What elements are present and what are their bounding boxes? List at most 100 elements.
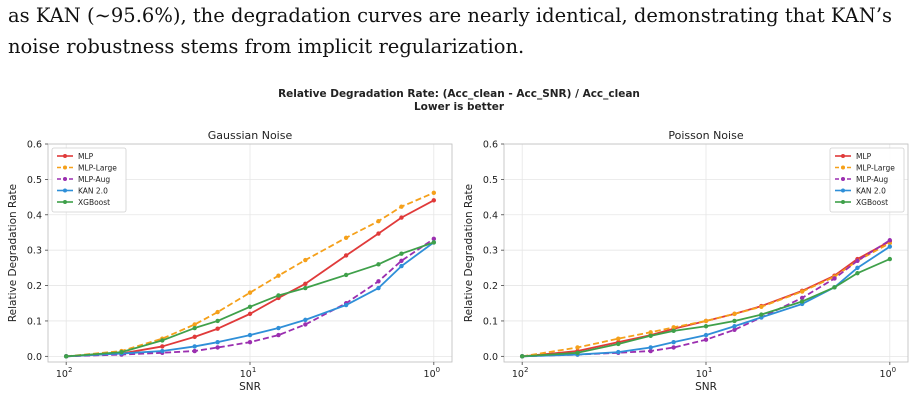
poisson-noise-legend-mlp-aug-label: MLP-Aug [856, 175, 888, 184]
gaussian-noise-mlp-large-point-4 [215, 309, 220, 315]
gaussian-noise-mlp-point-4 [215, 326, 220, 331]
gaussian-noise-mlp-large-point-7 [303, 257, 308, 263]
poisson-noise-mlp-aug-point-4 [671, 345, 676, 350]
gaussian-noise-y-tick-label-1: 0.1 [27, 316, 42, 327]
gaussian-noise-mlp-large-point-5 [247, 290, 253, 295]
poisson-noise-mlp-aug-point-8 [799, 295, 805, 301]
gaussian-noise-kan-2-0-line [66, 241, 435, 358]
gaussian-noise-y-tick-label-6: 0.6 [27, 140, 42, 151]
poisson-noise-x-tick-label-1: 101 [696, 366, 713, 380]
poisson-noise-legend-mlp-label: MLP [856, 152, 872, 161]
gaussian-noise-mlp-aug-point-4 [215, 345, 220, 350]
gaussian-noise-legend-mlp-large-label: MLP-Large [78, 164, 117, 173]
gaussian-noise-mlp-large-line [66, 192, 435, 358]
gaussian-noise-mlp-aug-point-6 [276, 332, 281, 338]
gaussian-noise-kan-2-0-point-8 [343, 302, 349, 308]
gaussian-noise-kan-2-0-point-10 [399, 263, 404, 269]
poisson-noise-kan-2-0-point-4 [671, 339, 676, 345]
poisson-noise-xgboost-line [522, 258, 891, 358]
gaussian-noise-kan-2-0-point-5 [247, 332, 253, 338]
poisson-noise-xgboost-point-9 [832, 285, 837, 290]
poisson-noise-xgboost-point-7 [759, 312, 764, 317]
poisson-noise-xgboost-point-3 [648, 333, 653, 339]
gaussian-noise-mlp-point-2 [160, 344, 165, 349]
gaussian-noise-xgboost-point-0 [63, 354, 69, 359]
gaussian-noise-y-tick-label-5: 0.5 [27, 175, 42, 186]
poisson-noise-mlp-large-point-5 [703, 318, 709, 324]
poisson-noise-y-tick-label-0: 0.0 [483, 352, 498, 363]
gaussian-noise-mlp-aug-point-7 [303, 322, 308, 327]
gaussian-noise-mlp-aug-point-10 [399, 258, 404, 263]
poisson-noise-legend: MLP MLP-Large MLP-Aug KAN 2.0 XGBoost [829, 147, 905, 213]
poisson-noise-legend-kan-2-0-label: KAN 2.0 [856, 187, 886, 196]
gaussian-noise-legend: MLP MLP-Large MLP-Aug KAN 2.0 XGBoost [51, 147, 127, 213]
poisson-noise-x-axis-label: SNR [695, 381, 717, 393]
gaussian-noise-legend-kan-2-0-label: KAN 2.0 [78, 187, 108, 196]
gaussian-noise-x-tick-label-1: 101 [240, 366, 257, 380]
poisson-noise-x-tick-label-2: 100 [880, 366, 897, 380]
gaussian-noise-mlp-line [66, 199, 435, 358]
gaussian-noise-y-axis-label: Relative Degradation Rate [7, 184, 19, 322]
poisson-noise-mlp-large-point-6 [732, 311, 737, 317]
poisson-noise-xgboost-point-1 [575, 350, 580, 355]
gaussian-noise-mlp-aug-point-5 [247, 339, 253, 345]
gaussian-noise-kan-2-0-point-2 [160, 348, 165, 354]
poisson-noise-mlp-aug-point-11 [887, 238, 893, 243]
poisson-noise-mlp-aug-point-6 [732, 327, 737, 332]
poisson-noise-mlp-large-line [522, 242, 891, 358]
gaussian-noise-legend-kan-2-0-marker [63, 188, 67, 193]
body-text-line-1: as KAN (∼95.6%), the degradation curves … [8, 4, 893, 27]
gaussian-noise-xgboost-line [66, 241, 435, 358]
poisson-noise-x-tick-label-0: 102 [512, 366, 529, 380]
poisson-noise-kan-2-0-point-6 [732, 324, 737, 329]
poisson-noise-panel: Poisson Noise 0.0 0.1 0.2 0.3 0.4 0.5 0.6 102 101… [463, 129, 909, 393]
gaussian-noise-mlp-point-10 [399, 215, 404, 220]
gaussian-noise-xgboost-point-6 [276, 293, 281, 298]
gaussian-noise-xgboost-point-3 [192, 325, 197, 331]
poisson-noise-kan-2-0-point-11 [887, 244, 893, 249]
gaussian-noise-y-tick-label-0: 0.0 [27, 352, 42, 363]
poisson-noise-kan-2-0-point-3 [648, 345, 653, 350]
poisson-noise-mlp-aug-point-10 [855, 258, 860, 263]
gaussian-noise-xgboost-point-7 [303, 285, 308, 291]
gaussian-noise-kan-2-0-point-9 [376, 285, 381, 291]
gaussian-noise-xgboost-point-8 [343, 272, 349, 278]
gaussian-noise-mlp-point-5 [247, 311, 253, 317]
gaussian-noise-mlp-aug-point-3 [192, 348, 197, 354]
gaussian-noise-mlp-aug-point-11 [431, 236, 437, 242]
gaussian-noise-xgboost-point-11 [431, 240, 437, 245]
gaussian-noise-xgboost-point-10 [399, 251, 404, 256]
gaussian-noise-xgboost-point-1 [119, 349, 124, 355]
poisson-noise-legend-kan-2-0-marker [841, 188, 845, 193]
gaussian-noise-xgboost-point-5 [247, 304, 253, 309]
gaussian-noise-y-tick-label-2: 0.2 [27, 281, 42, 292]
poisson-noise-kan-2-0-point-10 [855, 265, 860, 271]
figure: Relative Degradation Rate: (Acc_clean - … [7, 88, 909, 393]
poisson-noise-xgboost-point-5 [703, 324, 709, 329]
poisson-noise-xgboost-point-11 [887, 256, 893, 262]
gaussian-noise-y-tick-label-3: 0.3 [27, 246, 42, 257]
poisson-noise-legend-mlp-large-marker [841, 165, 845, 170]
gaussian-noise-mlp-point-7 [303, 281, 308, 286]
poisson-noise-mlp-aug-point-3 [648, 348, 653, 354]
poisson-noise-xgboost-point-6 [732, 318, 737, 324]
poisson-noise-mlp-aug-line [522, 239, 891, 358]
poisson-noise-kan-2-0-point-2 [616, 349, 621, 355]
gaussian-noise-mlp-point-9 [376, 231, 381, 236]
gaussian-noise-xgboost-point-4 [215, 318, 220, 324]
poisson-noise-mlp-large-point-4 [671, 325, 676, 330]
gaussian-noise-mlp-large-point-11 [431, 190, 437, 196]
figure-suptitle-line-1: Relative Degradation Rate: (Acc_clean - … [278, 88, 640, 100]
gaussian-noise-legend-mlp-large-marker [63, 165, 67, 170]
poisson-noise-y-tick-label-2: 0.2 [483, 281, 498, 292]
gaussian-noise-x-tick-label-2: 100 [424, 366, 441, 380]
gaussian-noise-xgboost-point-9 [376, 262, 381, 267]
gaussian-noise-mlp-large-point-3 [192, 322, 197, 327]
gaussian-noise-mlp-point-11 [431, 198, 437, 203]
poisson-noise-xgboost-point-0 [519, 354, 525, 359]
gaussian-noise-panel: Gaussian Noise 0.0 0.1 0.2 0.3 0.4 0.5 0.6 102 10… [7, 129, 453, 393]
gaussian-noise-legend-xgboost-marker [63, 200, 67, 204]
gaussian-noise-mlp-point-8 [343, 253, 349, 258]
gaussian-noise-legend-mlp-aug-marker [63, 177, 67, 181]
poisson-noise-mlp-large-point-7 [759, 304, 764, 309]
